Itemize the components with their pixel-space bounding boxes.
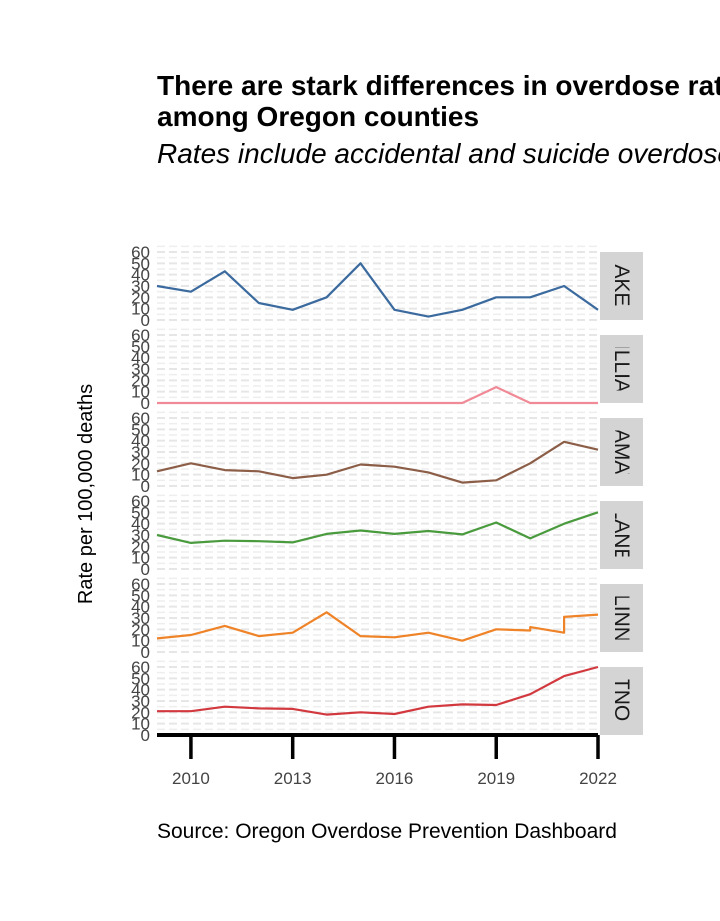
series-line-lane [156, 511, 599, 544]
y-tick-label: 40 [131, 681, 150, 700]
y-tick-label: 20 [131, 454, 150, 473]
y-tick-label: 10 [131, 383, 150, 402]
x-tick-label: 2010 [172, 769, 210, 788]
facet-strip-bg [600, 584, 643, 652]
y-tick-label: 60 [131, 575, 150, 594]
y-tick-label: 20 [131, 703, 150, 722]
y-tick-label: 20 [131, 288, 150, 307]
y-tick-label: 10 [131, 466, 150, 485]
facet-strip-bg [600, 335, 643, 403]
chart-title-line-1: There are stark differences in overdose … [157, 70, 720, 101]
y-axis-title: Rate per 100,000 deaths [75, 384, 97, 604]
y-tick-label: 60 [131, 243, 150, 262]
facet-strip-label: LANE [610, 508, 633, 563]
y-tick-label: 20 [131, 537, 150, 556]
facet-strip-bg [600, 501, 643, 569]
y-tick-label: 40 [131, 598, 150, 617]
y-tick-label: 0 [141, 560, 150, 579]
facet-strip-label: GILLIAM [610, 328, 633, 411]
y-tick-label: 30 [131, 443, 150, 462]
series-line-multnomah [157, 665, 599, 716]
y-tick-label: 0 [141, 311, 150, 330]
y-tick-label: 10 [131, 715, 150, 734]
x-tick-label: 2013 [274, 769, 312, 788]
y-tick-label: 50 [131, 337, 150, 356]
y-tick-label: 30 [131, 692, 150, 711]
facet-strip-label: KLAMATH [610, 403, 633, 501]
y-tick-label: 50 [131, 669, 150, 688]
y-tick-label: 40 [131, 349, 150, 368]
y-tick-label: 50 [131, 254, 150, 273]
y-tick-label: 60 [131, 409, 150, 428]
chart-title: There are stark differences in overdose … [157, 70, 720, 132]
series-line-klamath [156, 440, 599, 484]
y-tick-label: 30 [131, 609, 150, 628]
facet-strip-klamath: KLAMATH [600, 403, 643, 501]
facet-strip-baker: BAKER [600, 250, 643, 321]
series-line-linn [156, 611, 599, 642]
facet-strip-linn: LINN [600, 584, 643, 652]
y-tick-label: 20 [131, 620, 150, 639]
y-tick-label: 60 [131, 658, 150, 677]
series-line-baker [156, 262, 599, 318]
x-tick-label: 2016 [376, 769, 414, 788]
y-tick-label: 30 [131, 277, 150, 296]
facet-strip-label: LINN [610, 594, 633, 642]
y-tick-label: 40 [131, 515, 150, 534]
facet-strip-bg [600, 252, 643, 320]
y-tick-label: 0 [141, 477, 150, 496]
y-tick-label: 10 [131, 632, 150, 651]
chart-title-line-2: among Oregon counties [157, 101, 480, 132]
chart-subtitle: Rates include accidental and suicide ove… [157, 138, 720, 169]
y-tick-label: 40 [131, 266, 150, 285]
y-tick-label: 40 [131, 432, 150, 451]
y-tick-label: 20 [131, 371, 150, 390]
facet-strip-bg [600, 667, 643, 735]
y-tick-label: 60 [131, 492, 150, 511]
y-tick-label: 10 [131, 300, 150, 319]
series-line-gilliam [157, 386, 598, 405]
x-tick-label: 2019 [477, 769, 515, 788]
y-tick-label: 0 [141, 394, 150, 413]
facet-strip-label: MULTNOMAH [610, 634, 633, 768]
chart-caption: Source: Oregon Overdose Prevention Dashb… [157, 820, 617, 843]
y-tick-label: 10 [131, 549, 150, 568]
y-tick-label: 50 [131, 586, 150, 605]
y-tick-label: 30 [131, 360, 150, 379]
facet-strip-lane: LANE [600, 501, 643, 569]
y-tick-label: 50 [131, 503, 150, 522]
y-tick-label: 0 [141, 726, 150, 745]
y-tick-label: 0 [141, 643, 150, 662]
y-tick-label: 30 [131, 526, 150, 545]
facet-strip-bg [600, 418, 643, 486]
y-tick-label: 50 [131, 420, 150, 439]
y-tick-label: 60 [131, 326, 150, 345]
facet-strip-label: BAKER [610, 250, 633, 321]
facet-strip-gilliam: GILLIAM [600, 328, 643, 411]
facet-strip-multnomah: MULTNOMAH [600, 634, 643, 768]
x-tick-label: 2022 [579, 769, 617, 788]
